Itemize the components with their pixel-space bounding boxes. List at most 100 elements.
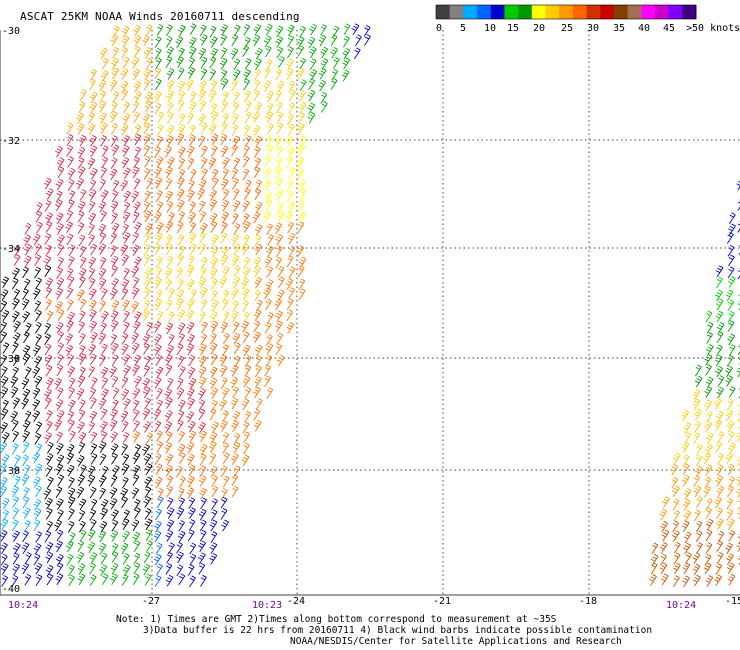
wind-barb (178, 211, 186, 223)
wind-barb (254, 188, 262, 201)
wind-barb (12, 465, 19, 477)
wind-barb (145, 24, 153, 36)
wind-barb (266, 223, 273, 235)
wind-barb (46, 441, 54, 454)
wind-barb (188, 101, 197, 114)
wind-barb (143, 133, 151, 146)
wind-barb (209, 36, 218, 48)
wind-barb (199, 100, 207, 112)
wind-barb (88, 277, 96, 290)
wind-barb (11, 443, 19, 455)
wind-barb (34, 355, 42, 368)
wind-barb (211, 498, 218, 510)
wind-barb (132, 474, 140, 486)
wind-barb (110, 34, 119, 47)
wind-barb (77, 166, 86, 178)
wind-barb (121, 89, 129, 102)
wind-barb (165, 135, 174, 148)
wind-barb (177, 410, 185, 423)
wind-barb (188, 464, 196, 477)
wind-barb (110, 320, 119, 332)
wind-barb (178, 168, 186, 181)
colorbar-swatch (504, 5, 519, 19)
wind-barb (692, 552, 701, 565)
wind-barb (143, 244, 151, 256)
wind-barb (34, 254, 42, 266)
wind-barb (244, 365, 252, 377)
wind-barb (727, 518, 735, 531)
wind-barb (715, 441, 722, 454)
wind-barb (78, 344, 86, 357)
wind-barb (297, 221, 305, 234)
wind-barb (122, 564, 131, 577)
wind-barb (318, 79, 326, 92)
wind-barb (156, 124, 164, 137)
wind-barb (145, 58, 153, 70)
wind-barb (275, 177, 283, 190)
wind-barb (736, 474, 740, 486)
colorbar-swatch (586, 5, 601, 19)
wind-barb (55, 190, 63, 203)
wind-barb (133, 80, 142, 93)
wind-barb (143, 299, 151, 312)
wind-barb (232, 102, 240, 115)
wind-barb (692, 398, 701, 411)
wind-barb (156, 563, 163, 576)
wind-barb (144, 476, 152, 489)
note-line-2: 3)Data buffer is 22 hrs from 20160711 4)… (143, 625, 653, 636)
wind-barb (263, 210, 272, 223)
wind-barb (253, 166, 261, 179)
wind-barb (222, 344, 229, 357)
wind-barb (55, 199, 63, 211)
wind-barb (209, 25, 217, 38)
wind-barb (165, 299, 173, 312)
colorbar-swatch (600, 5, 615, 19)
wind-barb (155, 232, 164, 245)
wind-barb (110, 135, 118, 147)
wind-barb (57, 256, 64, 269)
wind-barb (343, 35, 350, 48)
wind-barb (320, 101, 328, 113)
wind-barb (78, 442, 86, 454)
wind-barb (307, 36, 316, 49)
wind-barb (286, 322, 295, 334)
wind-barb (110, 232, 118, 245)
wind-barb (44, 354, 53, 367)
wind-barb (287, 46, 294, 59)
wind-barb (100, 507, 108, 520)
wind-barb (154, 177, 163, 189)
wind-barb (35, 277, 42, 290)
wind-barb (253, 79, 261, 92)
wind-barb (287, 201, 296, 214)
wind-barb (121, 25, 130, 38)
wind-barb (110, 342, 119, 355)
wind-barb (56, 454, 65, 466)
wind-barb (13, 454, 21, 467)
wind-barb (267, 123, 274, 135)
wind-barb (264, 321, 272, 334)
wind-barb (100, 166, 108, 179)
wind-barb (244, 90, 252, 102)
wind-barb (122, 431, 130, 444)
wind-barb (111, 190, 119, 203)
wind-barb (188, 430, 197, 443)
wind-barb (133, 156, 141, 169)
wind-barb (187, 420, 196, 433)
wind-barb (199, 465, 207, 478)
wind-barb (35, 321, 42, 334)
wind-barb (177, 80, 186, 93)
wind-barb (54, 419, 62, 432)
wind-barb (267, 312, 274, 324)
wind-barb (164, 388, 173, 401)
wind-barb (56, 364, 64, 377)
wind-barb (298, 112, 305, 124)
wind-barb (110, 57, 119, 70)
wind-barb (673, 552, 681, 565)
wind-barb (220, 145, 229, 158)
wind-barb (154, 575, 162, 587)
wind-barb (298, 211, 307, 224)
wind-barb (24, 520, 31, 532)
wind-barb (288, 245, 296, 258)
wind-barb (56, 410, 65, 422)
wind-barb (88, 223, 95, 236)
